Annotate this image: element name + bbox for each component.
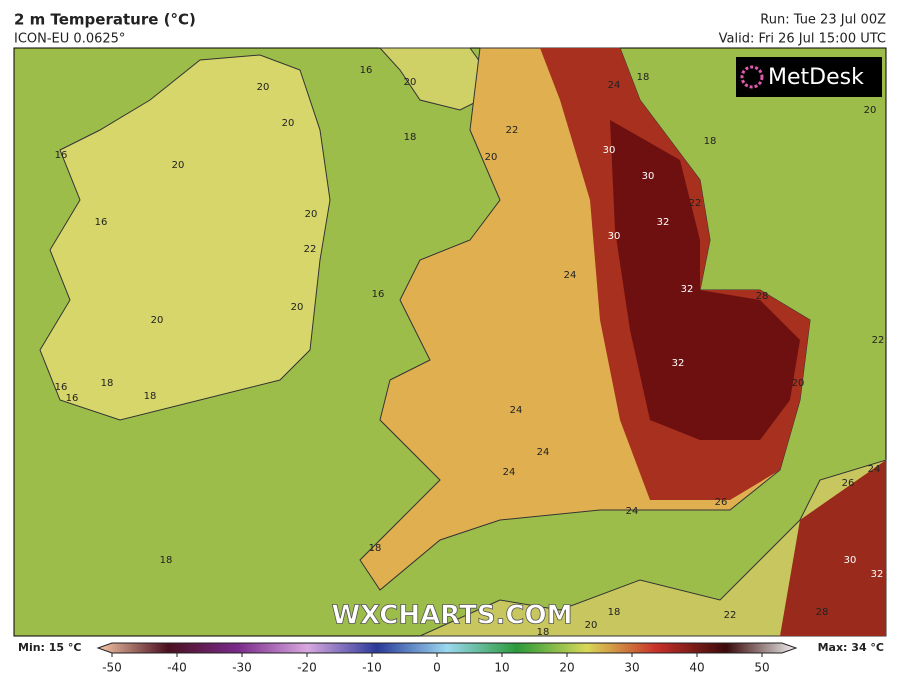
contour-label: 20: [792, 378, 805, 389]
contour-label: 20: [291, 302, 304, 313]
contour-label: 30: [608, 231, 621, 242]
contour-label: 24: [564, 270, 577, 281]
run: Run: Tue 23 Jul 00Z: [760, 13, 886, 28]
watermark: WXCHARTS.COM: [331, 601, 572, 631]
contour-label: 24: [608, 80, 621, 91]
logo-icon: [740, 65, 764, 89]
contour-label: 16: [55, 150, 68, 161]
contour-label: 18: [537, 627, 550, 638]
colorbar-tick-label: 10: [494, 661, 509, 675]
contour-label: 22: [304, 244, 317, 255]
contour-label: 24: [537, 447, 550, 458]
contour-label: 16: [95, 217, 108, 228]
contour-label: 18: [369, 543, 382, 554]
contour-label: 18: [101, 378, 114, 389]
contour-label: 32: [681, 284, 694, 295]
contour-label: 16: [55, 382, 68, 393]
contour-label: 22: [724, 610, 737, 621]
contour-label: 16: [66, 393, 79, 404]
contour-label: 18: [144, 391, 157, 402]
france-hot: [780, 460, 886, 636]
contour-label: 20: [485, 152, 498, 163]
contour-label: 18: [608, 607, 621, 618]
contour-label: 24: [510, 405, 523, 416]
contour-label: 32: [657, 217, 670, 228]
contour-label: 16: [360, 65, 373, 76]
contour-label: 20: [585, 620, 598, 631]
contour-label: 22: [506, 125, 519, 136]
contour-label: 28: [756, 291, 769, 302]
valid: Valid: Fri 26 Jul 15:00 UTC: [719, 32, 886, 47]
scotland: [378, 47, 501, 111]
contour-label: 20: [404, 77, 417, 88]
contour-label: 24: [503, 467, 516, 478]
map: MetDesk WXCHARTS.COM 2020201616202220201…: [13, 47, 887, 638]
contour-label: 20: [282, 118, 295, 129]
contour-label: 20: [305, 209, 318, 220]
contour-label: 18: [160, 555, 173, 566]
colorbar-tick-label: -40: [167, 661, 187, 675]
contour-label: 24: [868, 464, 881, 475]
contour-label: 26: [715, 497, 728, 508]
contour-label: 30: [642, 171, 655, 182]
contour-label: 32: [871, 569, 884, 580]
min-label: Min: 15 °C: [18, 641, 82, 654]
contour-label: 26: [842, 478, 855, 489]
colorbar-tick-label: 40: [689, 661, 704, 675]
colorbar: [96, 642, 798, 654]
contour-label: 16: [372, 289, 385, 300]
contour-label: 28: [816, 607, 829, 618]
colorbar-tick-label: -20: [297, 661, 317, 675]
model: ICON-EU 0.0625°: [14, 32, 125, 47]
title: 2 m Temperature (°C): [14, 11, 196, 29]
contour-label: 22: [872, 335, 885, 346]
max-label: Max: 34 °C: [818, 641, 884, 654]
contour-label: 20: [257, 82, 270, 93]
hottest-region: [610, 120, 800, 440]
logo-box: [736, 57, 882, 97]
colorbar-tick-label: -50: [102, 661, 122, 675]
colorbar-tick-label: 30: [624, 661, 639, 675]
contour-label: 22: [689, 198, 702, 209]
logo: MetDesk: [768, 65, 864, 90]
colorbar-tick-label: -30: [232, 661, 252, 675]
colorbar-tick-label: 0: [433, 661, 441, 675]
colorbar-tick-label: -10: [362, 661, 382, 675]
colorbar-tick-label: 20: [559, 661, 574, 675]
contour-label: 20: [172, 160, 185, 171]
contour-label: 18: [637, 72, 650, 83]
ireland: [39, 54, 331, 421]
contour-label: 18: [404, 132, 417, 143]
contour-label: 32: [672, 358, 685, 369]
contour-label: 24: [626, 506, 639, 517]
contour-label: 30: [844, 555, 857, 566]
contour-label: 18: [704, 136, 717, 147]
contour-label: 20: [151, 315, 164, 326]
contour-label: 20: [864, 105, 877, 116]
colorbar-tick-label: 50: [754, 661, 769, 675]
contour-label: 30: [603, 145, 616, 156]
